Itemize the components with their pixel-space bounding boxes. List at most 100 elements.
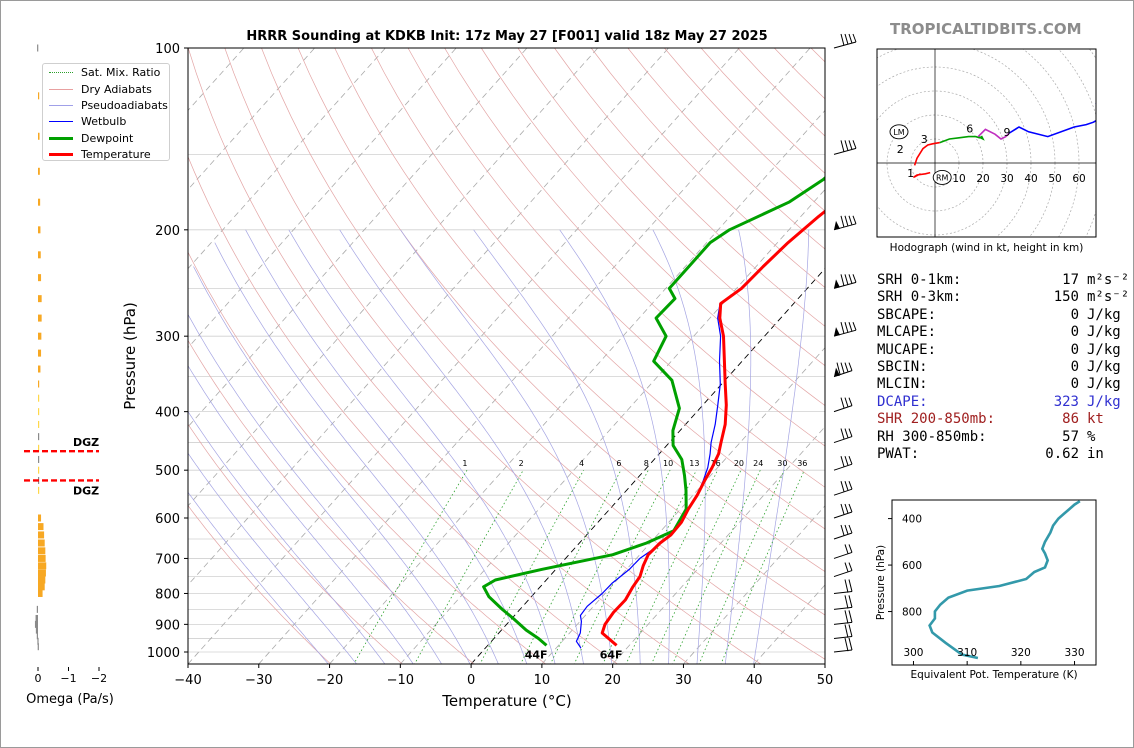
storm-motion-marker (889, 124, 909, 140)
dewpoint-profile-line (482, 175, 825, 647)
wind-barb-staff (833, 147, 857, 155)
dry-adiabat-line (297, 48, 825, 616)
mixing-ratio-line (353, 469, 468, 664)
omega-bar (38, 365, 41, 373)
brand-watermark: TROPICALTIDBITS.COM (890, 20, 1082, 38)
y-tick-label: 500 (155, 464, 180, 479)
wind-barb-feather (840, 322, 845, 334)
omega-bar (38, 92, 40, 100)
y-tick-label: 200 (155, 224, 180, 239)
dry-adiabat-line (188, 48, 690, 664)
hodo-tick-label: 30 (1000, 173, 1013, 185)
theta-e-x-tick-label: 320 (1011, 647, 1031, 659)
wind-barb-feather (848, 140, 853, 150)
index-unit: J/kg (1087, 306, 1121, 323)
omega-bar (38, 226, 41, 234)
omega-x-tick-label: −2 (91, 672, 107, 685)
mixing-ratio-line (720, 470, 805, 664)
index-name: RH 300-850mb: (877, 428, 987, 445)
omega-bar (38, 576, 46, 584)
wind-barb-feather (848, 215, 853, 226)
wind-barb-staff (833, 532, 853, 540)
hodo-tick-label: 50 (1048, 173, 1061, 185)
omega-bar (38, 531, 45, 539)
moist-adiabat-line (188, 410, 386, 664)
y-tick-label: 100 (155, 42, 180, 57)
mixing-ratio-label: 10 (663, 459, 673, 468)
wind-barb-staff (833, 551, 853, 559)
wind-barb-staff (833, 649, 853, 653)
index-unit: m²s⁻² (1087, 272, 1130, 288)
dry-adiabat-line (188, 155, 619, 664)
moist-adiabat-line (193, 266, 471, 664)
dry-adiabat-line (407, 48, 825, 488)
hodo-tick-label: 40 (1024, 173, 1037, 185)
omega-bar (38, 274, 42, 282)
moist-adiabat-line (188, 313, 443, 664)
chart-legend: Sat. Mix. Ratio Dry Adiabats Pseudoadiabat… (42, 63, 170, 161)
isotherm-line (188, 48, 528, 428)
dgz-label-top: DGZ (73, 436, 99, 449)
mixing-ratio-label: 8 (644, 459, 649, 468)
mixing-ratio-label: 1 (462, 459, 467, 468)
wind-barb-feather (844, 274, 849, 285)
wind-barbs (833, 33, 857, 653)
legend-swatch (49, 72, 73, 74)
legend-swatch (49, 136, 73, 140)
wind-barb-feather (844, 610, 849, 624)
omega-x-tick-label: 0 (35, 672, 42, 685)
x-tick-label: 20 (604, 673, 621, 688)
wind-barb-staff (833, 570, 853, 578)
index-name: MLCIN: (877, 376, 928, 393)
theta-e-x-tick-label: 330 (1065, 647, 1085, 659)
omega-bar (38, 554, 46, 562)
wind-barb-staff (833, 606, 853, 610)
x-tick-label: −10 (387, 673, 414, 688)
wind-barb-feather (844, 33, 849, 45)
index-name: PWAT: (877, 446, 920, 463)
omega-bar (38, 167, 40, 175)
index-unit: J/kg (1087, 359, 1121, 376)
wind-barb-feather (840, 481, 845, 492)
hodo-segment-1-3 (913, 141, 940, 166)
wind-barb-feather (848, 503, 853, 513)
omega-bar (37, 643, 39, 651)
theta-e-y-tick-label: 800 (902, 607, 922, 619)
wind-barb-feather (848, 624, 853, 637)
index-value: 0 (1070, 359, 1079, 376)
moist-adiabat-line (724, 229, 752, 664)
wind-barb-staff (833, 511, 853, 519)
moist-adiabat-line (753, 229, 810, 664)
mixing-ratio-label: 4 (579, 459, 584, 468)
mixing-ratio-label: 13 (689, 459, 699, 468)
index-name: SBCIN: (877, 359, 928, 376)
legend-label: Pseudoadiabats (81, 98, 168, 112)
chart-title: HRRR Sounding at KDKB Init: 17z May 27 [… (246, 29, 767, 44)
isotherm-line (400, 188, 825, 664)
x-tick-label: −20 (316, 673, 343, 688)
wind-barb-feather (848, 637, 853, 651)
theta-e-x-axis-label: Equivalent Pot. Temperature (K) (910, 669, 1077, 681)
skewt-plot-area: 1 2 4 6 8 10 13 16 20 24 30 36 (188, 48, 825, 664)
hodo-segment-0-1 (912, 171, 931, 179)
hodo-tick-label: 20 (976, 173, 989, 185)
index-unit: J/kg (1087, 324, 1121, 341)
y-tick-label: 900 (155, 618, 180, 633)
legend-entry: Wetbulb (43, 114, 169, 129)
wind-barb-feather (848, 524, 853, 534)
index-row: SRH 0-3km: 150 m²s⁻² (877, 289, 1129, 306)
mixing-ratio-line (414, 470, 524, 664)
wind-barb-feather (844, 397, 849, 407)
omega-bar (38, 198, 41, 206)
mixing-ratio-label: 36 (797, 459, 807, 468)
wind-barb-feather (848, 562, 853, 571)
moist-adiabat-line (652, 229, 706, 664)
mixing-ratio-line (573, 470, 671, 664)
hodo-segment-6-9 (977, 128, 1010, 140)
hodo-height-label: 2 (897, 143, 904, 156)
moist-adiabat-line (288, 229, 556, 664)
legend-entry: Dewpoint (43, 131, 169, 146)
y-axis-label: Pressure (hPa) (121, 302, 139, 410)
y-tick-label: 400 (155, 406, 180, 421)
